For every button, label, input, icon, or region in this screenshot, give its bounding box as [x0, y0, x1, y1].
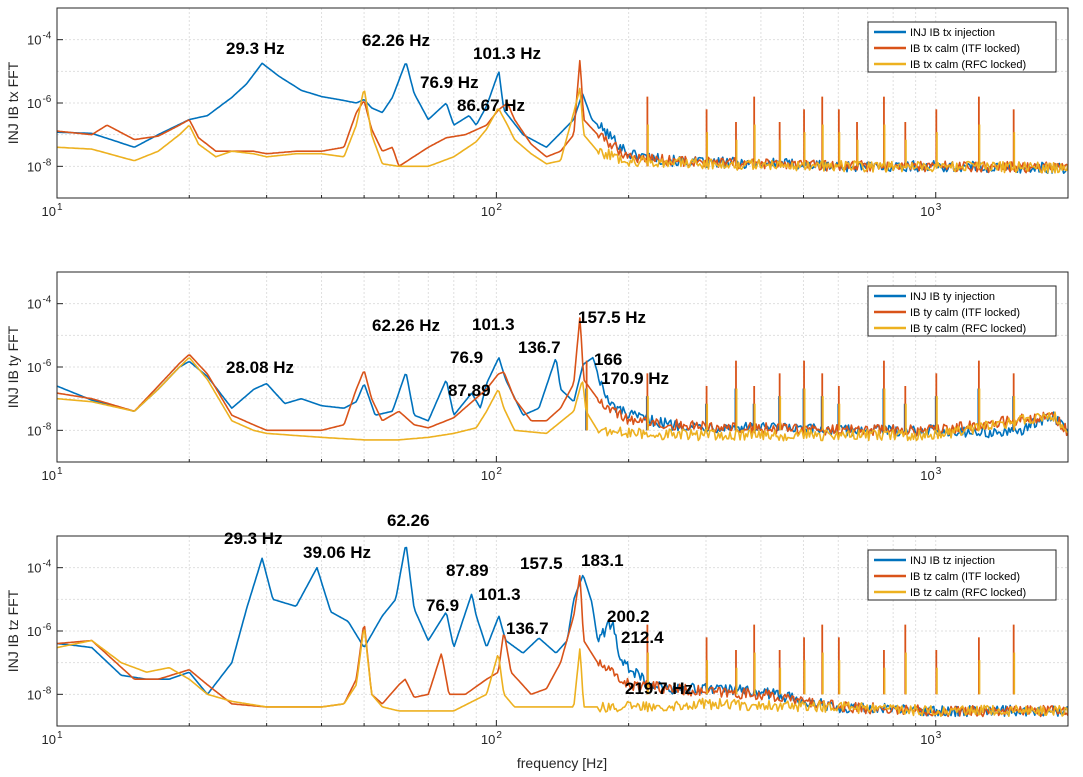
- peak-annotation: 87.89: [446, 561, 489, 580]
- legend-label: IB tz calm (ITF locked): [910, 571, 1020, 583]
- series-group: [57, 59, 1068, 174]
- y-tick-label: 10-4: [27, 31, 52, 48]
- annotations: 29.3 Hz 62.26 Hz 101.3 Hz 76.9 Hz 86.67 Hz: [226, 31, 541, 115]
- x-tick-label: 101: [41, 730, 62, 747]
- legend-label: IB tx calm (ITF locked): [910, 43, 1020, 55]
- y-tick-label: 10-6: [27, 94, 52, 111]
- peak-annotation: 136.7: [506, 619, 549, 638]
- peak-annotation: 76.9: [450, 348, 483, 367]
- peak-annotation: 62.26 Hz: [372, 316, 440, 335]
- y-axis-label: INJ IB tx FFT: [5, 61, 21, 144]
- legend-label: INJ IB tz injection: [910, 555, 995, 567]
- y-tick-label: 10-4: [27, 559, 52, 576]
- peak-annotation: 29.3 Hz: [226, 39, 285, 58]
- x-tick-label: 102: [481, 466, 502, 483]
- series-group: [57, 317, 1068, 442]
- peak-annotation: 76.9: [426, 596, 459, 615]
- peak-annotation: 200.2: [607, 607, 650, 626]
- peak-annotation: 183.1: [581, 551, 624, 570]
- x-tick-label: 103: [920, 730, 941, 747]
- peak-annotation: 170.9 Hz: [601, 369, 669, 388]
- series-group: [57, 546, 1068, 718]
- annotations: 28.08 Hz 62.26 Hz 101.3 157.5 Hz 76.9 136.7 16…: [226, 308, 669, 400]
- series-line-2: [57, 59, 1068, 174]
- peak-annotation: 212.4: [621, 628, 664, 647]
- y-axis-label: INJ IB ty FFT: [5, 325, 21, 408]
- peak-annotation: 219.7 Hz: [625, 679, 693, 698]
- x-tick-label: 103: [920, 466, 941, 483]
- peak-annotation: 166: [594, 350, 622, 369]
- x-tick-label: 102: [481, 730, 502, 747]
- y-tick-label: 10-8: [27, 421, 52, 438]
- legend-label: IB tz calm (RFC locked): [910, 587, 1026, 599]
- peak-annotation: 28.08 Hz: [226, 358, 294, 377]
- y-tick-label: 10-8: [27, 685, 52, 702]
- ticks: 101 102 103 10-8 10-6 10-4: [27, 31, 942, 219]
- legend-label: INJ IB ty injection: [910, 291, 995, 303]
- peak-annotation: 39.06 Hz: [303, 543, 371, 562]
- peak-annotation: 157.5 Hz: [578, 308, 646, 327]
- x-axis-label: frequency [Hz]: [517, 755, 607, 771]
- peak-annotation: 62.26: [387, 511, 430, 530]
- legend: INJ IB ty injection IB ty calm (ITF locke…: [867, 285, 1057, 337]
- peak-annotation: 101.3: [478, 585, 521, 604]
- y-tick-label: 10-6: [27, 358, 52, 375]
- peak-annotation: 157.5: [520, 554, 563, 573]
- x-tick-label: 102: [481, 202, 502, 219]
- peak-annotation: 29.3 Hz: [224, 529, 283, 548]
- y-tick-label: 10-6: [27, 622, 52, 639]
- x-tick-label: 101: [41, 466, 62, 483]
- legend-label: IB tx calm (RFC locked): [910, 59, 1026, 71]
- series-line-3: [57, 629, 1068, 718]
- subplot-2: 101 102 103 10-8 10-6 10-4 INJ IB ty FFT INJ IB…: [5, 271, 1069, 483]
- legend: INJ IB tx injection IB tx calm (ITF locke…: [867, 21, 1057, 73]
- peak-annotation: 101.3 Hz: [473, 44, 541, 63]
- peak-annotation: 76.9 Hz: [420, 73, 479, 92]
- y-axis-label: INJ IB tz FFT: [5, 589, 21, 672]
- legend-label: IB ty calm (ITF locked): [910, 307, 1020, 319]
- legend-label: IB ty calm (RFC locked): [910, 323, 1026, 335]
- peak-annotation: 87.89: [448, 381, 491, 400]
- y-tick-label: 10-8: [27, 157, 52, 174]
- legend-label: INJ IB tx injection: [910, 27, 995, 39]
- series-line-1: [57, 356, 1068, 439]
- peak-annotation: 86.67 Hz: [457, 96, 525, 115]
- peak-annotation: 101.3: [472, 315, 515, 334]
- subplot-1: 101 102 103 10-8 10-6 10-4 INJ IB tx FFT INJ IB…: [5, 7, 1069, 219]
- y-tick-label: 10-4: [27, 295, 52, 312]
- annotations: 29.3 Hz 39.06 Hz 62.26 87.89 157.5 183.1 101.3…: [224, 511, 693, 698]
- x-tick-label: 101: [41, 202, 62, 219]
- peak-annotation: 62.26 Hz: [362, 31, 430, 50]
- subplot-3: 101 102 103 10-8 10-6 10-4 INJ IB tz FFT INJ IB…: [5, 511, 1069, 747]
- x-tick-label: 103: [920, 202, 941, 219]
- series-line-3: [57, 87, 1068, 174]
- peak-annotation: 136.7: [518, 338, 561, 357]
- series-line-3: [57, 357, 1068, 442]
- legend: INJ IB tz injection IB tz calm (ITF locke…: [867, 549, 1057, 601]
